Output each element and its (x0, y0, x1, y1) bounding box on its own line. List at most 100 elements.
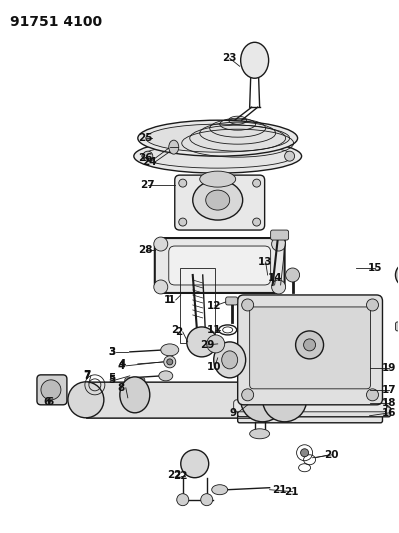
Text: 26: 26 (138, 153, 152, 163)
Ellipse shape (212, 484, 228, 495)
Text: 21: 21 (273, 484, 287, 495)
Text: 20: 20 (324, 450, 339, 460)
Ellipse shape (164, 356, 176, 368)
Ellipse shape (253, 218, 261, 226)
Text: 27: 27 (140, 180, 154, 190)
Ellipse shape (367, 389, 379, 401)
Text: 5: 5 (108, 373, 115, 383)
Bar (180, 268, 215, 343)
FancyBboxPatch shape (169, 246, 271, 285)
Ellipse shape (179, 218, 187, 226)
Ellipse shape (154, 237, 168, 251)
Text: 1: 1 (168, 295, 175, 305)
Text: 8: 8 (118, 383, 125, 393)
Ellipse shape (242, 389, 254, 401)
Text: 14: 14 (268, 273, 282, 283)
Ellipse shape (68, 382, 104, 418)
Ellipse shape (138, 120, 298, 156)
Text: 6: 6 (46, 397, 53, 407)
Text: 13: 13 (258, 257, 272, 267)
Ellipse shape (161, 344, 179, 356)
FancyBboxPatch shape (250, 307, 371, 389)
Text: 22: 22 (168, 470, 182, 480)
Text: 2: 2 (175, 327, 182, 337)
Text: 22: 22 (173, 471, 187, 481)
Text: 3: 3 (108, 347, 115, 357)
FancyBboxPatch shape (37, 375, 67, 405)
FancyBboxPatch shape (238, 295, 383, 405)
Text: 3: 3 (108, 347, 115, 357)
Ellipse shape (179, 179, 187, 187)
Text: 12: 12 (207, 301, 221, 311)
FancyBboxPatch shape (226, 297, 238, 305)
Ellipse shape (395, 263, 399, 287)
FancyBboxPatch shape (238, 407, 391, 417)
Text: 7: 7 (83, 370, 91, 380)
Ellipse shape (286, 268, 300, 282)
Ellipse shape (241, 42, 269, 78)
FancyBboxPatch shape (175, 175, 265, 230)
Text: 6: 6 (43, 397, 50, 407)
Text: 21: 21 (284, 487, 299, 497)
Ellipse shape (193, 180, 243, 220)
Text: 28: 28 (138, 245, 152, 255)
Text: 1: 1 (164, 295, 172, 305)
Text: 24: 24 (142, 157, 156, 167)
Text: 9: 9 (230, 408, 237, 418)
Ellipse shape (250, 429, 270, 439)
Ellipse shape (207, 335, 225, 353)
Ellipse shape (177, 494, 189, 506)
Text: 11: 11 (207, 325, 221, 335)
Ellipse shape (304, 339, 316, 351)
Text: 18: 18 (381, 398, 396, 408)
Text: 29: 29 (200, 340, 214, 350)
Text: 10: 10 (207, 362, 221, 372)
Ellipse shape (263, 378, 306, 422)
Text: 5: 5 (108, 375, 115, 385)
FancyBboxPatch shape (125, 378, 145, 395)
Text: 7: 7 (83, 371, 90, 381)
Text: 16: 16 (381, 408, 396, 418)
Ellipse shape (143, 151, 153, 161)
Ellipse shape (134, 139, 302, 173)
Ellipse shape (154, 280, 168, 294)
Ellipse shape (253, 179, 261, 187)
Text: 23: 23 (222, 53, 236, 63)
Text: 4: 4 (118, 361, 125, 371)
FancyBboxPatch shape (395, 322, 399, 331)
Text: 17: 17 (381, 385, 396, 395)
Ellipse shape (187, 327, 217, 357)
FancyBboxPatch shape (234, 400, 387, 412)
Ellipse shape (296, 331, 324, 359)
FancyBboxPatch shape (86, 382, 286, 418)
Ellipse shape (242, 299, 254, 311)
Ellipse shape (142, 144, 294, 168)
Ellipse shape (284, 151, 294, 161)
Ellipse shape (201, 494, 213, 506)
Ellipse shape (214, 342, 246, 378)
Ellipse shape (159, 371, 173, 381)
FancyBboxPatch shape (155, 238, 284, 293)
Text: 15: 15 (367, 263, 382, 273)
FancyBboxPatch shape (238, 413, 383, 423)
Ellipse shape (367, 299, 379, 311)
Ellipse shape (167, 359, 173, 365)
Ellipse shape (120, 377, 150, 413)
Text: 19: 19 (381, 363, 396, 373)
Text: 2: 2 (171, 325, 178, 335)
Text: 4: 4 (118, 359, 126, 369)
Text: 25: 25 (138, 133, 152, 143)
Ellipse shape (206, 190, 230, 210)
Ellipse shape (300, 449, 308, 457)
Ellipse shape (41, 380, 61, 400)
Ellipse shape (181, 450, 209, 478)
Ellipse shape (222, 351, 238, 369)
Ellipse shape (272, 237, 286, 251)
Ellipse shape (241, 378, 284, 422)
Ellipse shape (169, 140, 179, 154)
Text: 91751 4100: 91751 4100 (10, 15, 102, 29)
Ellipse shape (146, 124, 290, 152)
Ellipse shape (200, 171, 236, 187)
Ellipse shape (250, 361, 270, 371)
Ellipse shape (272, 280, 286, 294)
